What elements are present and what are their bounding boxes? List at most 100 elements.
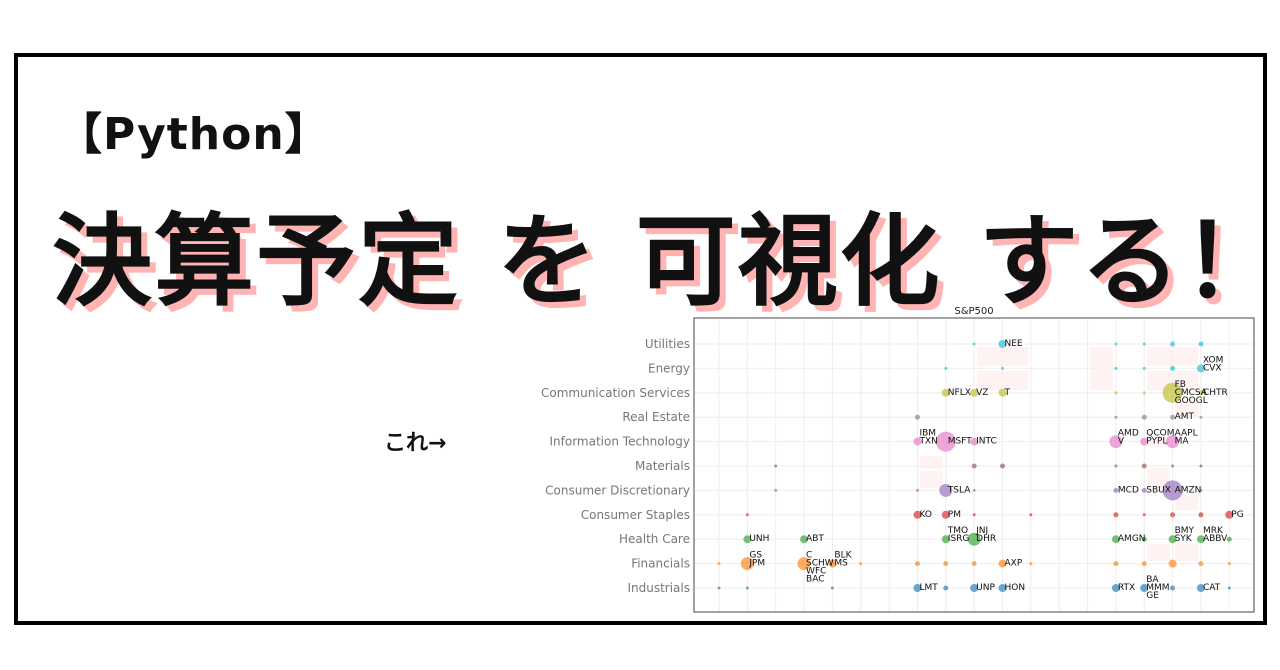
point-label: T — [1004, 388, 1011, 398]
data-point — [998, 584, 1007, 592]
data-point — [915, 488, 919, 492]
headline: 決算予定 を 可視化 する！ — [52, 203, 1280, 320]
data-point — [998, 559, 1007, 568]
data-point — [972, 488, 976, 492]
data-point — [1170, 512, 1176, 518]
point-label: FB — [1175, 380, 1186, 390]
data-point — [1225, 510, 1234, 519]
y-tick-label: Utilities — [645, 337, 690, 351]
point-label: V — [1118, 437, 1125, 447]
data-point — [1142, 513, 1146, 517]
point-label: UNP — [976, 583, 995, 593]
data-point — [1142, 342, 1146, 346]
point-label: GS — [749, 551, 762, 561]
point-label: ABBV — [1203, 534, 1228, 544]
data-point — [1029, 513, 1033, 517]
data-point — [1140, 584, 1149, 592]
point-label: CAT — [1203, 583, 1221, 593]
data-point — [774, 464, 778, 468]
data-point — [1142, 391, 1146, 395]
point-label: PYPL — [1146, 437, 1167, 447]
data-point — [1162, 480, 1183, 501]
point-label: ISRG — [948, 534, 970, 544]
data-point — [830, 586, 834, 590]
point-label: QCOM — [1146, 429, 1174, 439]
data-point — [1113, 512, 1119, 518]
point-label: MA — [1175, 437, 1190, 447]
data-point — [717, 562, 721, 566]
point-label: AAPL — [1175, 429, 1198, 439]
point-label: MRK — [1203, 526, 1224, 536]
data-point — [1001, 366, 1004, 370]
point-label: KO — [919, 510, 932, 520]
data-point — [1114, 342, 1118, 346]
data-point — [1171, 464, 1175, 468]
data-point — [1141, 414, 1147, 420]
data-point — [1140, 437, 1149, 446]
plot-border — [693, 317, 1255, 613]
data-point — [1196, 584, 1205, 592]
data-point — [971, 463, 977, 469]
highlight-band — [1147, 346, 1199, 366]
point-label: GOOGL — [1175, 396, 1208, 406]
data-point — [998, 388, 1007, 397]
data-point — [913, 437, 922, 446]
highlight-band — [920, 470, 943, 488]
point-label: SCHW — [806, 559, 834, 569]
point-label: MSFT — [948, 437, 972, 447]
data-point — [743, 535, 752, 544]
data-point — [1162, 382, 1183, 403]
data-point — [1168, 535, 1177, 544]
data-point — [1114, 391, 1118, 395]
data-point — [939, 483, 953, 497]
point-label: INTC — [976, 437, 997, 447]
point-label: PM — [948, 510, 961, 520]
data-point — [1111, 584, 1120, 592]
point-label: SBUX — [1146, 485, 1171, 495]
data-point — [970, 584, 979, 592]
data-point — [1170, 365, 1176, 371]
highlight-band — [1147, 436, 1170, 447]
point-label: NEE — [1005, 339, 1023, 349]
point-label: CMCSA — [1175, 388, 1208, 398]
data-point — [970, 437, 979, 446]
highlight-band — [976, 346, 1029, 366]
data-point — [971, 561, 977, 567]
data-point — [1113, 561, 1119, 567]
data-point — [1142, 366, 1146, 370]
point-label: HON — [1005, 583, 1026, 593]
data-point — [941, 535, 950, 544]
point-label: MCD — [1118, 485, 1139, 495]
point-label: AMGN — [1118, 534, 1146, 544]
data-point — [1226, 536, 1232, 542]
point-label: C — [806, 551, 812, 561]
data-point — [1114, 366, 1118, 370]
data-point — [1199, 488, 1203, 492]
point-label: AMT — [1175, 412, 1195, 422]
data-point — [1198, 390, 1204, 396]
point-label: VZ — [976, 388, 988, 398]
point-label: CVX — [1203, 363, 1222, 373]
data-point — [717, 586, 721, 590]
point-label: RTX — [1118, 583, 1135, 593]
data-point — [1199, 464, 1203, 468]
point-label: JPM — [748, 559, 765, 569]
data-point — [913, 584, 922, 592]
y-axis-labels: Utilities Energy Communication Services Rea… — [541, 337, 690, 595]
y-tick-label: Information Technology — [550, 435, 691, 449]
y-tick-label: Industrials — [627, 581, 690, 595]
highlight-band — [1147, 544, 1170, 562]
data-point — [998, 340, 1007, 348]
data-point — [1198, 341, 1204, 347]
data-point — [740, 557, 754, 571]
data-point — [943, 585, 949, 591]
point-label: MMM — [1146, 583, 1169, 593]
highlight-band — [1175, 397, 1199, 418]
data-point — [1170, 341, 1176, 347]
point-label: TXN — [918, 437, 937, 447]
data-point — [797, 557, 811, 571]
y-tick-label: Communication Services — [541, 386, 690, 400]
point-label: BAC — [806, 575, 824, 585]
